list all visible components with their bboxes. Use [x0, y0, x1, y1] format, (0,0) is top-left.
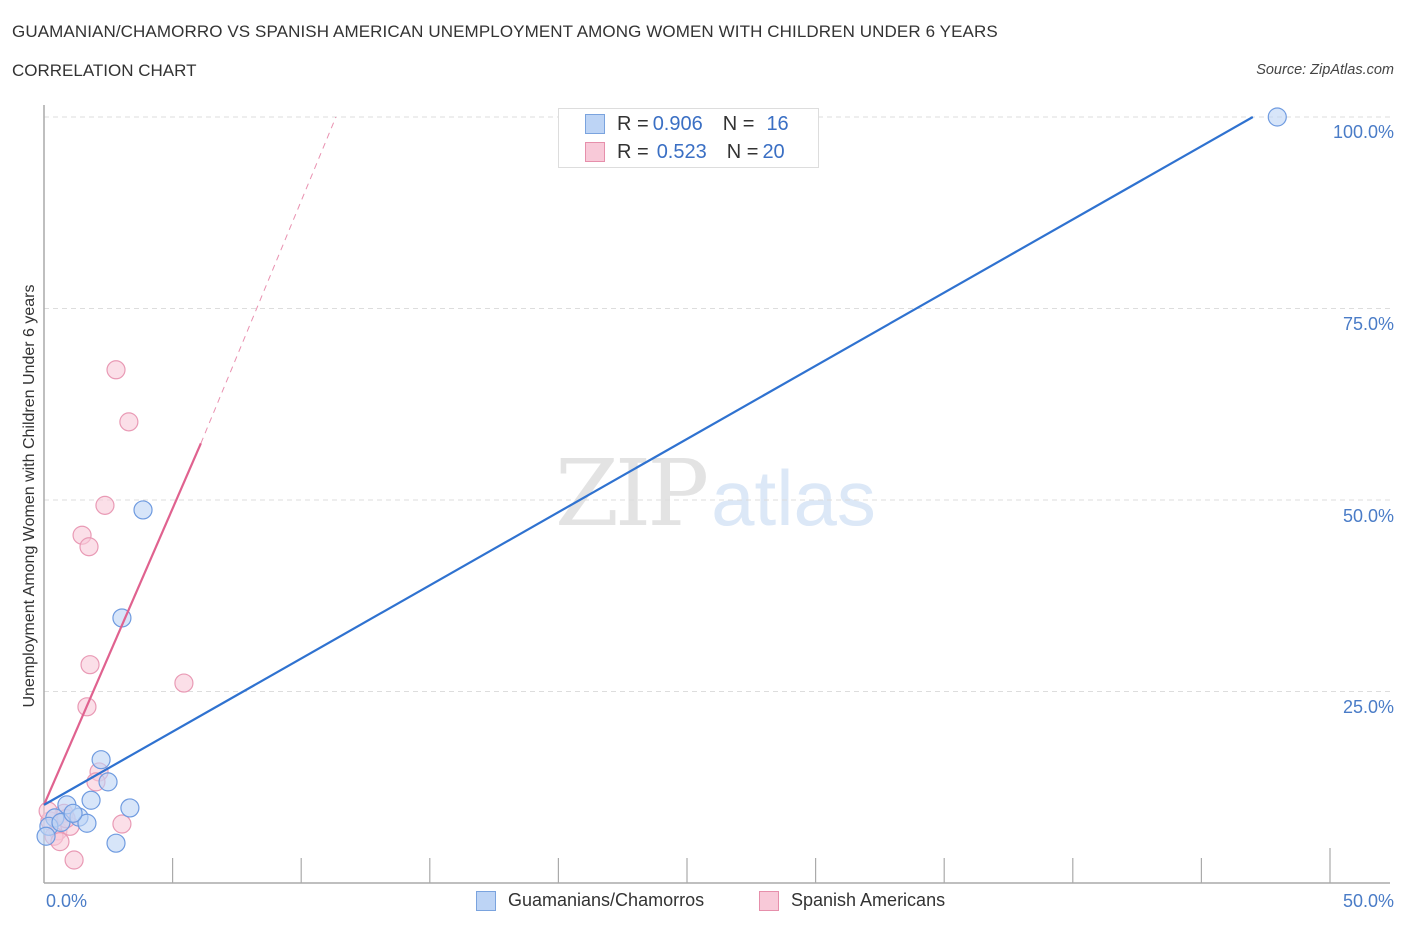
guamanian-trend-line: [43, 116, 1254, 806]
data-point: [79, 537, 99, 557]
r-label: R =: [617, 140, 649, 163]
blue-swatch-icon: [476, 890, 496, 911]
data-point: [95, 495, 115, 515]
data-point: [36, 826, 56, 846]
axes: [43, 105, 1390, 884]
r-label: R =: [617, 112, 649, 135]
data-point: [81, 790, 101, 810]
pink-swatch-icon: [759, 890, 779, 911]
legend-item-guamanians[interactable]: Guamanians/Chamorros: [476, 890, 704, 911]
legend-row-spanish: R = 0.523 N = 20: [585, 141, 785, 163]
n-label: N =: [722, 112, 755, 135]
correlation-legend: R = 0.906 N = 16 R = 0.523 N = 20: [558, 108, 819, 168]
n-value: 16: [766, 112, 789, 135]
x-tick-max: 50.0%: [1342, 891, 1394, 911]
data-point: [80, 655, 100, 675]
x-tick-min: 0.0%: [46, 891, 88, 911]
data-point: [63, 803, 83, 823]
n-value: 20: [762, 140, 785, 163]
data-point: [120, 798, 140, 818]
y-tick-100: 100.0%: [1332, 122, 1394, 142]
trend-lines: [42, 116, 1254, 806]
y-axis-label: Unemployment Among Women with Children U…: [21, 284, 38, 708]
pink-swatch-icon: [585, 142, 605, 162]
data-point: [77, 813, 97, 833]
data-point: [112, 814, 132, 834]
data-point: [98, 772, 118, 792]
chart-subtitle: CORRELATION CHART: [12, 61, 197, 80]
blue-swatch-icon: [585, 114, 605, 134]
r-value: 0.523: [656, 140, 707, 163]
spanish-trend-line: [42, 442, 202, 806]
y-tick-75: 75.0%: [1342, 314, 1394, 334]
data-point: [64, 850, 84, 870]
data-point: [133, 500, 153, 520]
y-tick-25: 25.0%: [1342, 697, 1394, 717]
r-value: 0.906: [652, 112, 703, 135]
y-tick-50: 50.0%: [1342, 506, 1394, 526]
legend-item-spanish-americans[interactable]: Spanish Americans: [759, 890, 945, 911]
n-label: N =: [726, 140, 759, 163]
chart-title: GUAMANIAN/CHAMORRO VS SPANISH AMERICAN U…: [12, 22, 998, 41]
data-point: [174, 673, 194, 693]
data-point: [119, 412, 139, 432]
data-point: [106, 360, 126, 380]
data-point: [1267, 107, 1287, 127]
spanish-trend-extension: [200, 116, 337, 444]
source-label: Source: ZipAtlas.com: [1256, 62, 1394, 78]
guamanians-points: [36, 107, 1287, 853]
data-point: [91, 750, 111, 770]
legend-row-guamanians: R = 0.906 N = 16: [585, 113, 789, 135]
gridlines: [44, 116, 1390, 692]
legend-label: Guamanians/Chamorros: [508, 890, 705, 910]
data-point: [106, 833, 126, 853]
legend-label: Spanish Americans: [791, 890, 946, 910]
